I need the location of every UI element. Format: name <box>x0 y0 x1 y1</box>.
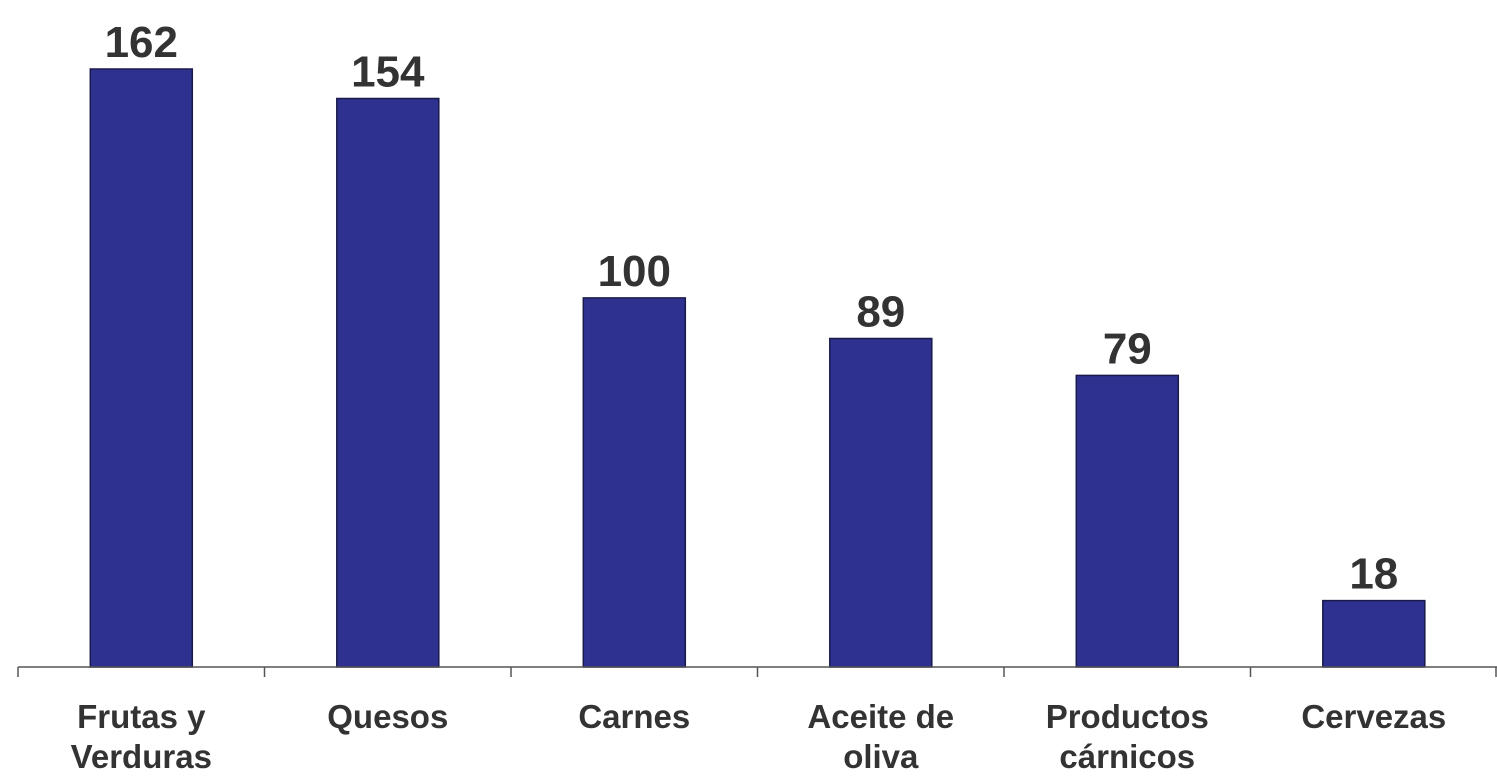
bar-0 <box>89 68 194 668</box>
category-label-4-line-1: cárnicos <box>1059 738 1195 774</box>
bars-layer <box>89 68 1426 668</box>
category-label-4-line-0: Productos <box>1046 698 1209 735</box>
bar-5 <box>1322 599 1426 668</box>
category-label-0-line-0: Frutas y <box>77 698 206 735</box>
category-label-3-line-0: Aceite de <box>807 698 954 735</box>
category-label-5-line-0: Cervezas <box>1301 698 1446 735</box>
value-labels-layer: 162 154 100 89 79 18 <box>105 18 1399 599</box>
data-label-1: 154 <box>351 48 425 97</box>
data-label-5: 18 <box>1349 550 1398 599</box>
data-label-4: 79 <box>1103 324 1152 373</box>
data-label-2: 100 <box>598 247 671 296</box>
category-label-3-line-1: oliva <box>843 738 919 774</box>
data-label-0: 162 <box>105 18 178 67</box>
data-label-3: 89 <box>856 288 905 337</box>
bar-4 <box>1075 374 1180 668</box>
bar-1 <box>336 97 440 668</box>
category-label-0-line-1: Verduras <box>71 738 212 774</box>
x-axis <box>17 666 1497 677</box>
bar-3 <box>829 337 933 668</box>
category-label-1-line-0: Quesos <box>327 698 448 735</box>
category-label-2-line-0: Carnes <box>578 698 690 735</box>
bar-2 <box>582 297 687 668</box>
